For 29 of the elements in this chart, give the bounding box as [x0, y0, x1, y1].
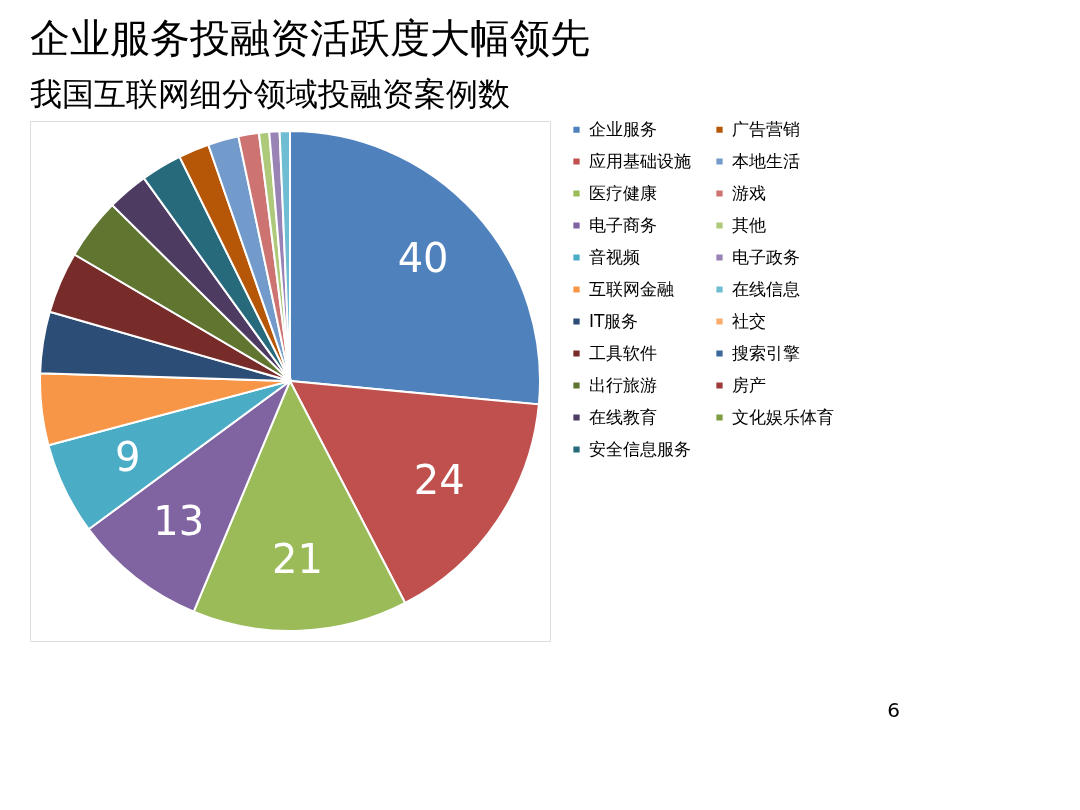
legend-label: IT服务 — [589, 310, 639, 331]
legend-label: 互联网金融 — [589, 278, 674, 299]
legend-label: 医疗健康 — [589, 182, 657, 203]
legend-label: 社交 — [732, 310, 766, 331]
legend-label: 安全信息服务 — [589, 438, 691, 459]
legend-label: 广告营销 — [732, 118, 800, 139]
chart-title: 企业服务投融资活跃度大幅领先 — [30, 15, 590, 61]
legend-label: 在线教育 — [589, 406, 657, 427]
legend-label: 游戏 — [732, 182, 766, 203]
legend-label: 电子政务 — [732, 246, 800, 267]
legend-label: 工具软件 — [589, 342, 657, 363]
legend-label: 应用基础设施 — [589, 150, 691, 171]
chart-subtitle: 我国互联网细分领域投融资案例数 — [30, 75, 510, 113]
data-label: 21 — [272, 535, 323, 582]
legend-label: 企业服务 — [589, 118, 657, 139]
legend-label: 搜索引擎 — [732, 342, 800, 363]
legend-label: 其他 — [732, 214, 766, 235]
legend-label: 电子商务 — [589, 214, 657, 235]
legend-label: 音视频 — [589, 246, 640, 267]
legend-label: 房产 — [732, 374, 766, 395]
data-label: 13 — [153, 497, 205, 544]
legend-label: 在线信息 — [732, 278, 800, 299]
text: 6 — [887, 698, 900, 722]
data-label: 40 — [397, 234, 449, 281]
legend-label: 文化娱乐体育 — [732, 406, 834, 427]
legend-label: 本地生活 — [732, 150, 800, 171]
legend-label: 出行旅游 — [589, 374, 657, 395]
data-label: 24 — [413, 456, 465, 503]
data-label: 9 — [114, 433, 141, 480]
